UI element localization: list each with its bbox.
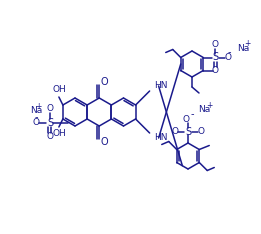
Text: O: O [212,66,219,75]
Text: O: O [225,53,232,62]
Text: S: S [185,127,191,137]
Text: S: S [47,117,53,128]
Text: O: O [46,132,54,141]
Text: OH: OH [52,85,66,95]
Text: +: + [35,102,41,111]
Text: O: O [32,118,39,127]
Text: HN: HN [155,81,168,91]
Text: Na: Na [198,106,210,114]
Text: +: + [244,39,251,48]
Text: OH: OH [52,129,66,139]
Text: O: O [212,40,219,49]
Text: O: O [100,137,108,147]
Text: O: O [100,77,108,87]
Text: +: + [206,100,212,110]
Text: HN: HN [155,134,168,143]
Text: Na: Na [237,44,250,53]
Text: S: S [212,52,218,62]
Text: O: O [171,128,179,136]
Text: -: - [190,109,194,119]
Text: -: - [228,48,231,58]
Text: O: O [182,114,189,124]
Text: -: - [34,113,38,123]
Text: O: O [198,128,205,136]
Text: O: O [46,104,54,113]
Text: Na: Na [30,106,42,115]
